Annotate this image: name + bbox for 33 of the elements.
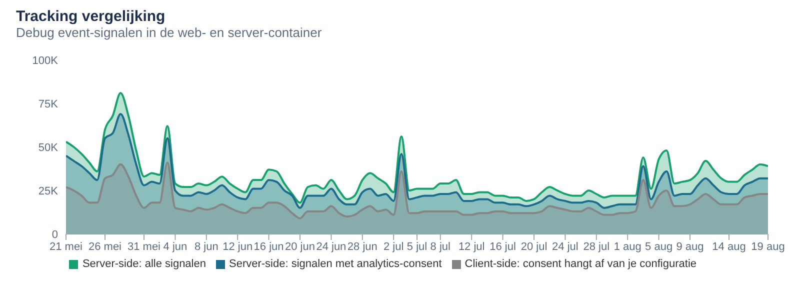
x-tick-label: 2 jul <box>384 240 404 253</box>
x-tick-label: 9 aug <box>676 240 704 253</box>
x-tick-label: 31 mei <box>127 240 161 253</box>
x-tick-label: 28 jun <box>347 240 378 253</box>
x-tick-label: 19 aug <box>751 240 785 253</box>
x-tick-label: 24 jul <box>552 240 578 253</box>
x-tick-label: 28 jul <box>583 240 610 253</box>
y-tick-label: 100K <box>32 54 59 67</box>
x-tick-label: 5 jul <box>406 240 428 253</box>
x-tick-label: 26 mei <box>88 240 122 253</box>
x-tick-label: 8 jul <box>430 240 450 253</box>
legend-label: Client-side: consent hangt af van je configuratie <box>464 258 697 270</box>
x-tick-label: 16 jul <box>490 240 516 253</box>
legend-label: Server-side: alle signalen <box>82 258 206 270</box>
x-tick-label: 24 jun <box>316 240 346 253</box>
x-tick-label: 20 jul <box>520 240 548 253</box>
x-tick-label: 8 jun <box>194 240 218 253</box>
x-tick-label: 20 jun <box>285 240 315 253</box>
x-tick-label: 12 jun <box>222 240 253 253</box>
y-tick-label: 75K <box>38 98 59 110</box>
x-tick-label: 12 jul <box>458 240 485 253</box>
y-tick-label: 25K <box>38 185 59 198</box>
x-tick-label: 1 aug <box>614 240 642 253</box>
y-tick-label: 50K <box>38 142 59 154</box>
x-tick-label: 14 aug <box>712 240 746 253</box>
x-tick-label: 5 aug <box>645 240 673 253</box>
x-tick-label: 21 mei <box>49 240 83 253</box>
x-tick-label: 16 jun <box>254 240 284 253</box>
x-tick-label: 4 jun <box>163 240 188 253</box>
chart-title: Tracking vergelijking <box>16 8 166 25</box>
chart-subtitle: Debug event-signalen in de web- en server-container <box>16 25 323 40</box>
y-tick-label: 0 <box>52 228 58 241</box>
legend-label: Server-side: signalen met analytics-consent <box>228 258 442 270</box>
